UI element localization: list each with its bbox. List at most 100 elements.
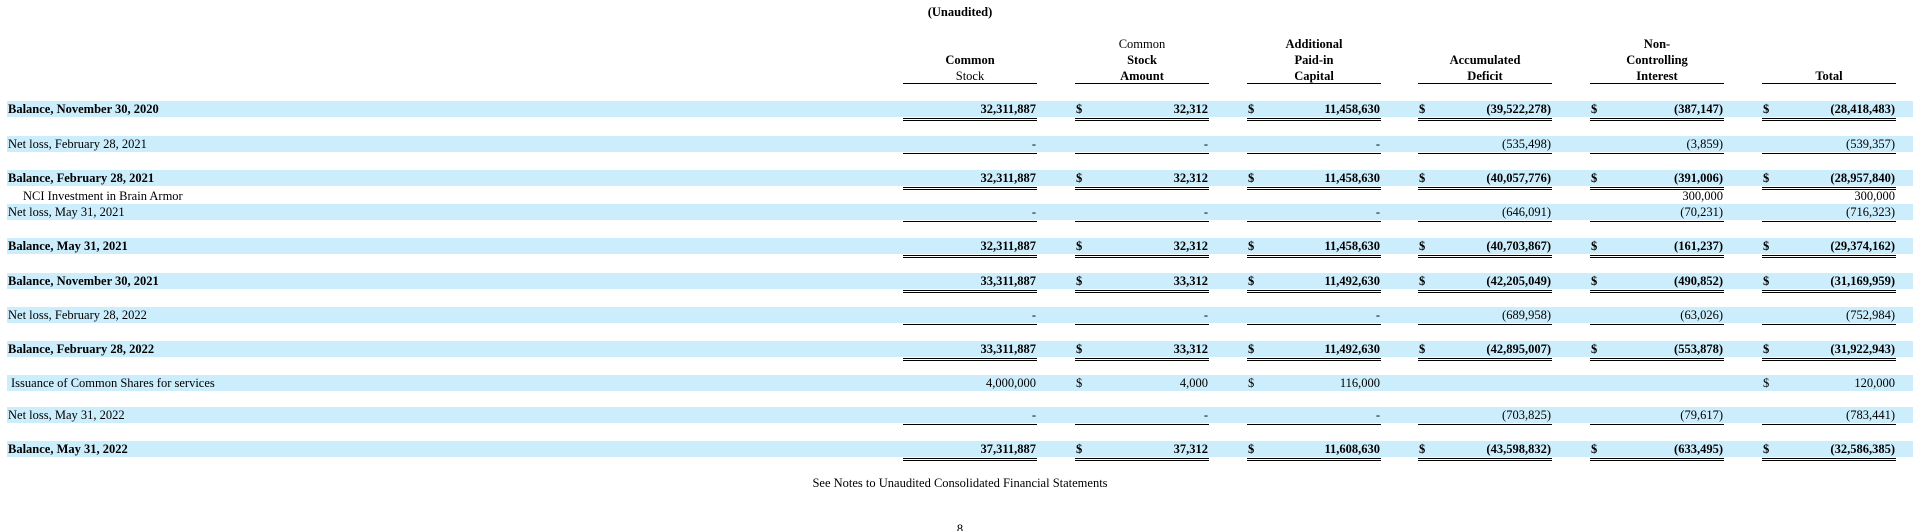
table-cell: $ (161,237) <box>1590 238 1724 258</box>
column-header: Additional Paid-in Capital <box>1247 35 1381 84</box>
table-cell: $32,312 <box>1075 101 1209 121</box>
table-cell: $ (31,922,943) <box>1762 341 1896 361</box>
table-cell: (535,498) <box>1418 136 1552 154</box>
currency-symbol: $ <box>1419 102 1426 116</box>
cell-value: (43,598,832) <box>1486 442 1551 456</box>
footer-note: See Notes to Unaudited Consolidated Fina… <box>812 476 1108 490</box>
currency-symbol: $ <box>1248 239 1255 253</box>
table-cell: - <box>903 204 1037 222</box>
table-cell <box>1075 188 1209 204</box>
table-cell: 4,000,000 <box>903 375 1037 391</box>
column-header-line: Total <box>1815 69 1843 83</box>
table-cell: - <box>903 307 1037 325</box>
column-header: Total <box>1762 35 1896 84</box>
cell-value: - <box>1375 137 1380 151</box>
table-cell: - <box>1075 407 1209 425</box>
currency-symbol: $ <box>1076 442 1083 456</box>
table-cell: - <box>1075 204 1209 222</box>
table-cell: $ (43,598,832) <box>1418 441 1552 461</box>
cell-value: 120,000 <box>1854 376 1895 390</box>
table-cell: - <box>1075 136 1209 154</box>
currency-symbol: $ <box>1591 102 1598 116</box>
cell-value: 33,311,887 <box>980 342 1036 356</box>
table-cell: (63,026) <box>1590 307 1724 325</box>
table-cell: (783,441) <box>1762 407 1896 425</box>
cell-value: (40,703,867) <box>1486 239 1551 253</box>
cell-value: - <box>1375 408 1380 422</box>
row-label: Net loss, May 31, 2022 <box>8 408 125 422</box>
column-header-line: Capital <box>1294 69 1334 83</box>
row-label: Net loss, May 31, 2021 <box>8 205 125 219</box>
currency-symbol: $ <box>1591 442 1598 456</box>
currency-symbol: $ <box>1076 376 1083 390</box>
table-cell: $37,312 <box>1075 441 1209 461</box>
cell-value: (39,522,278) <box>1486 102 1551 116</box>
page-number: 8 <box>956 522 964 531</box>
cell-value: 300,000 <box>1854 189 1895 203</box>
table-cell: (646,091) <box>1418 204 1552 222</box>
currency-symbol: $ <box>1248 171 1255 185</box>
column-header-line: Common <box>945 53 995 67</box>
cell-value: (535,498) <box>1502 137 1551 151</box>
column-header-line: Stock <box>955 69 985 83</box>
cell-value: - <box>1375 308 1380 322</box>
table-cell: $33,312 <box>1075 341 1209 361</box>
header-underline <box>1075 83 1209 84</box>
column-header-line: Interest <box>1636 69 1678 83</box>
cell-value: 37,312 <box>1173 442 1208 456</box>
cell-value: - <box>1203 137 1208 151</box>
currency-symbol: $ <box>1248 376 1255 390</box>
table-row: Net loss, May 31, 2021 - - - (646,091) (70,23… <box>7 204 1913 222</box>
cell-value: - <box>1203 205 1208 219</box>
header-underline <box>1590 83 1724 84</box>
cell-value: 11,492,630 <box>1324 342 1380 356</box>
header-underline <box>1762 83 1896 84</box>
row-label: Balance, May 31, 2021 <box>8 239 128 253</box>
table-cell: 32,311,887 <box>903 238 1037 258</box>
table-cell: 32,311,887 <box>903 101 1037 121</box>
table-cell: (539,357) <box>1762 136 1896 154</box>
cell-value: - <box>1031 205 1036 219</box>
table-cell: $ (31,169,959) <box>1762 273 1896 293</box>
column-header-line: Non- <box>1643 37 1671 51</box>
cell-value: (783,441) <box>1846 408 1895 422</box>
currency-symbol: $ <box>1763 342 1770 356</box>
currency-symbol: $ <box>1419 342 1426 356</box>
table-cell: 33,311,887 <box>903 341 1037 361</box>
table-row: Balance, November 30, 2020 32,311,887 $32,… <box>7 101 1913 121</box>
cell-value: (161,237) <box>1674 239 1723 253</box>
table-cell: $ (42,895,007) <box>1418 341 1552 361</box>
currency-symbol: $ <box>1763 171 1770 185</box>
row-label: Net loss, February 28, 2021 <box>8 137 147 151</box>
table-cell: $ (391,006) <box>1590 170 1724 190</box>
cell-value: (42,205,049) <box>1486 274 1551 288</box>
currency-symbol: $ <box>1076 102 1083 116</box>
header-underline <box>1418 83 1552 84</box>
table-row: Net loss, May 31, 2022 - - - (703,825) (79,61… <box>7 407 1913 425</box>
cell-value: 32,312 <box>1173 102 1208 116</box>
currency-symbol: $ <box>1763 274 1770 288</box>
currency-symbol: $ <box>1248 102 1255 116</box>
cell-value: - <box>1375 205 1380 219</box>
column-header: Common Stock <box>903 35 1037 84</box>
table-row: Balance, February 28, 2021 32,311,887 $32,… <box>7 170 1913 190</box>
table-row: Net loss, February 28, 2022 - - - (689,958) (… <box>7 307 1913 325</box>
cell-value: 32,312 <box>1173 239 1208 253</box>
currency-symbol: $ <box>1419 171 1426 185</box>
row-label: Balance, May 31, 2022 <box>8 442 128 456</box>
row-label: NCI Investment in Brain Armor <box>23 189 183 203</box>
table-cell: - <box>1247 136 1381 154</box>
column-header: Common Stock Amount <box>1075 35 1209 84</box>
cell-value: - <box>1031 408 1036 422</box>
table-cell <box>1247 188 1381 204</box>
table-cell <box>1418 188 1552 204</box>
column-header-line: Common <box>1118 37 1166 51</box>
cell-value: (391,006) <box>1674 171 1723 185</box>
currency-symbol: $ <box>1591 342 1598 356</box>
table-cell: (703,825) <box>1418 407 1552 425</box>
cell-value: 11,458,630 <box>1324 239 1380 253</box>
table-cell: $11,458,630 <box>1247 101 1381 121</box>
table-cell: - <box>1247 307 1381 325</box>
cell-value: 11,608,630 <box>1324 442 1380 456</box>
